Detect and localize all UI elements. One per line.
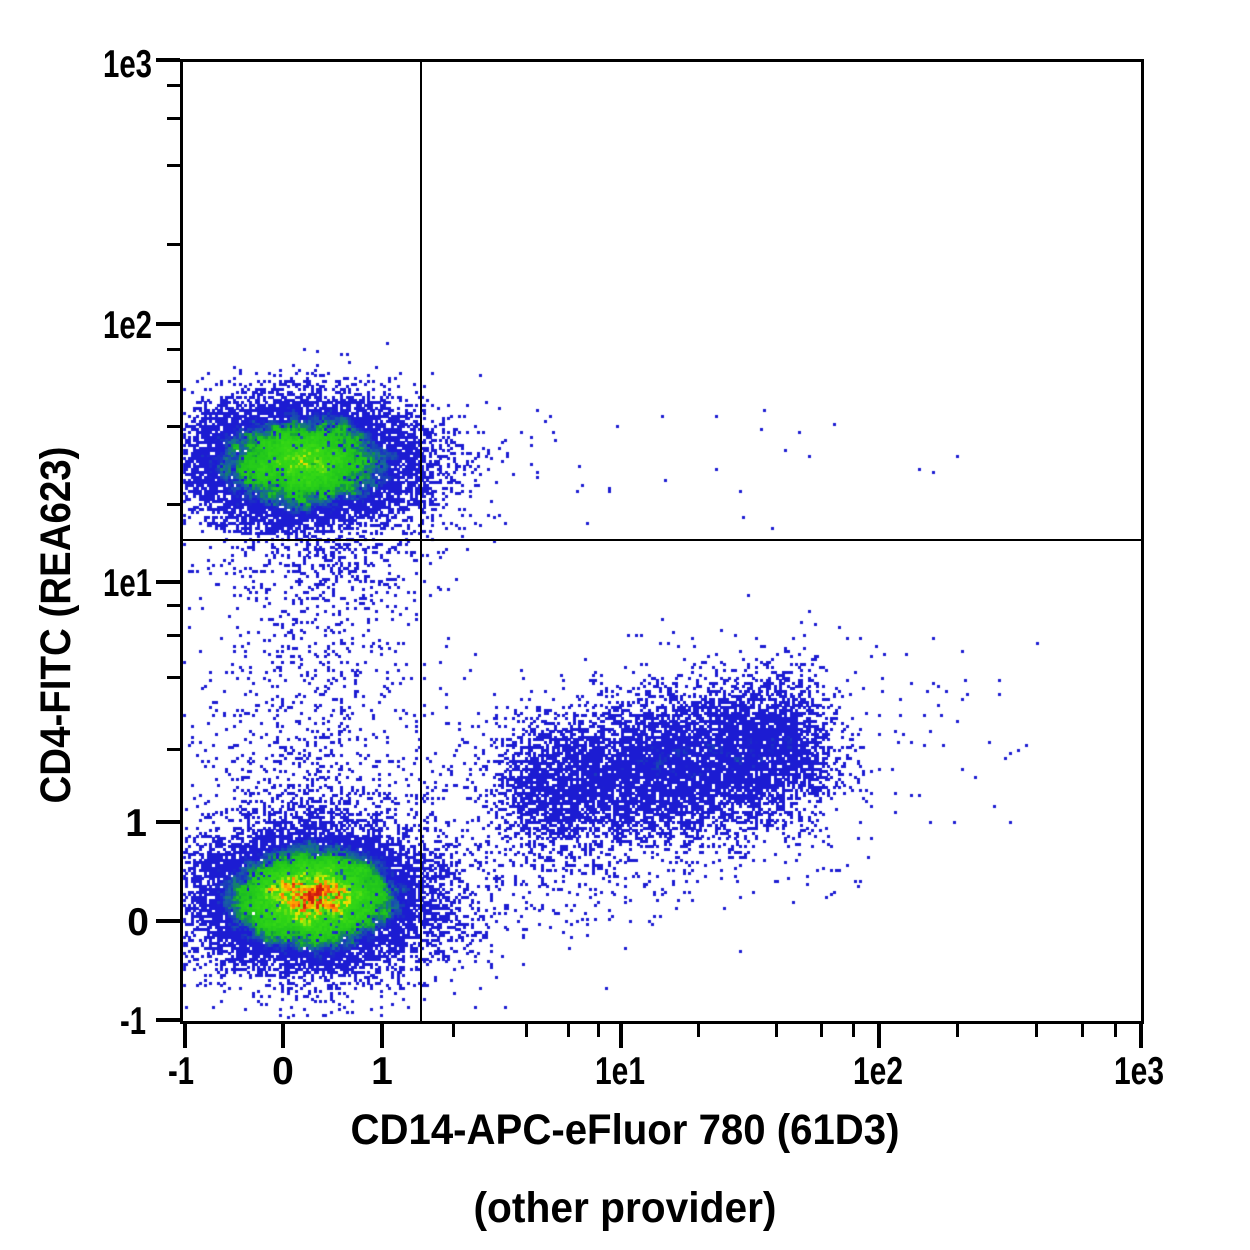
svg-text:1: 1 [125, 802, 147, 845]
svg-text:-1: -1 [120, 1000, 146, 1043]
svg-text:-1: -1 [168, 1050, 194, 1093]
svg-text:(other provider): (other provider) [474, 1184, 777, 1232]
svg-text:1e3: 1e3 [103, 43, 152, 86]
svg-text:1e1: 1e1 [595, 1050, 645, 1093]
svg-text:1e1: 1e1 [103, 562, 152, 605]
svg-text:1e2: 1e2 [853, 1050, 903, 1093]
svg-text:1e3: 1e3 [1114, 1050, 1164, 1093]
svg-text:1: 1 [371, 1050, 393, 1093]
svg-text:CD4-FITC (REA623): CD4-FITC (REA623) [32, 447, 80, 804]
svg-text:0: 0 [127, 901, 149, 944]
svg-text:CD14-APC-eFluor 780 (61D3): CD14-APC-eFluor 780 (61D3) [351, 1106, 900, 1154]
svg-text:0: 0 [272, 1050, 294, 1093]
svg-text:1e2: 1e2 [103, 304, 152, 347]
